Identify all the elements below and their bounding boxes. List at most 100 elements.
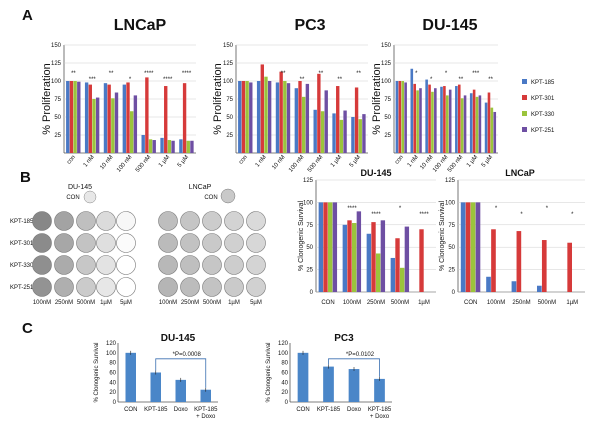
colony-plate [116, 277, 136, 297]
bar-KPT-251 [190, 140, 194, 153]
bar-KPT-301 [491, 229, 496, 292]
y-axis-label: % Clonogenic Survival [266, 342, 272, 402]
bar-KPT-330 [339, 119, 344, 153]
y-axis-label: % Clonogenic Survival [298, 201, 305, 271]
bar-KPT-330 [320, 111, 325, 153]
plate-col-label: 100nM [33, 300, 51, 306]
bar-KPT-185 [469, 93, 473, 153]
bar-KPT-301 [164, 86, 168, 153]
bar-KPT-185 [256, 81, 261, 153]
x-tick-label: 5 µM [177, 154, 190, 168]
y-tick-label: 50 [384, 115, 391, 121]
significance-mark: **** [419, 212, 429, 218]
bar-KPT-330 [130, 111, 134, 153]
plate-col-label: 250nM [181, 300, 199, 306]
colony-plate [32, 277, 52, 297]
legend-swatch [522, 127, 527, 132]
chart-title: LNCaP [505, 168, 535, 178]
plate-row-label: KPT-301 [10, 241, 34, 247]
y-axis-label: % Proliferation [41, 63, 53, 135]
significance-mark: **** [144, 71, 154, 77]
significance-mark: * [520, 212, 523, 218]
bar-KPT-301 [347, 220, 352, 292]
bar-KPT-251 [356, 211, 362, 292]
significance-mark: * [399, 206, 402, 212]
plate-col-label: 1µM [100, 300, 112, 306]
bar [125, 352, 136, 402]
bar-KPT-301 [443, 86, 446, 153]
significance-mark: **** [347, 206, 357, 212]
colony-plate [180, 233, 200, 253]
bar-KPT-251 [171, 140, 175, 153]
y-tick-label: 75 [384, 97, 391, 103]
x-tick-label: 500 nM [135, 154, 152, 173]
x-tick-label: 500nM [538, 300, 556, 306]
colony-plate [180, 211, 200, 231]
bar-KPT-330 [460, 98, 464, 153]
y-axis-label: % Proliferation [371, 63, 383, 135]
significance-mark: **** [371, 212, 381, 218]
significance-bracket [155, 358, 207, 388]
y-tick-label: 120 [278, 341, 289, 347]
colony-plate [96, 277, 116, 297]
bar-KPT-301 [126, 82, 130, 153]
bar-KPT-301 [279, 71, 283, 153]
colony-plate [202, 277, 222, 297]
x-tick-label: CON [296, 407, 309, 413]
colony-plate [202, 233, 222, 253]
y-tick-label: 60 [109, 371, 116, 377]
colony-plate [116, 211, 136, 231]
x-tick-label: KPT-185 [368, 407, 392, 413]
bar-KPT-185 [275, 82, 280, 153]
x-tick-label: 1 µM [330, 154, 343, 168]
colony-plate [76, 255, 96, 275]
x-tick-label: 10 nM [271, 154, 286, 171]
con-label: CON [66, 195, 79, 201]
bar-KPT-301 [428, 84, 431, 153]
bar [323, 366, 334, 402]
x-tick-label: KPT-185 [317, 407, 341, 413]
bar-KPT-251 [362, 114, 366, 153]
y-tick-label: 0 [310, 290, 314, 296]
bar-KPT-251 [324, 90, 328, 153]
colony-plate [96, 211, 116, 231]
chart-title: DU-145 [360, 168, 391, 178]
x-tick-label: 5 µM [349, 154, 362, 168]
significance-mark: **** [163, 77, 173, 83]
bar-KPT-301 [487, 92, 491, 153]
y-tick-label: 125 [223, 61, 234, 67]
bar-KPT-330 [245, 81, 249, 153]
significance-mark: *** [89, 77, 97, 83]
colony-plate [76, 233, 96, 253]
y-tick-label: 75 [448, 223, 455, 229]
bar-KPT-251 [419, 88, 422, 153]
bar-KPT-185 [425, 79, 428, 153]
chart-4: 0 25 50 75 100 125 LNCaP % Clonogenic Survival C… [439, 168, 585, 306]
significance-mark: ** [337, 77, 342, 83]
x-tick-label: + Doxo [370, 414, 390, 420]
colony-plate [224, 233, 244, 253]
bar-KPT-251 [286, 83, 291, 153]
bar-KPT-301 [323, 202, 328, 292]
bar-KPT-330 [167, 140, 172, 153]
y-tick-label: 120 [106, 341, 117, 347]
bar-KPT-330 [431, 91, 434, 153]
control-plate [83, 190, 97, 204]
significance-mark: * [430, 77, 433, 83]
colony-plate [76, 211, 96, 231]
y-tick-label: 25 [306, 268, 313, 274]
significance-mark: *** [472, 71, 480, 77]
bar-KPT-185 [103, 83, 108, 153]
chart-title: PC3 [294, 17, 325, 34]
significance-bracket [328, 358, 380, 377]
x-tick-label: 1 µM [158, 154, 171, 168]
panel-label-b: B [20, 169, 31, 186]
y-tick-label: 25 [384, 133, 391, 139]
colony-plate [116, 233, 136, 253]
bar-KPT-301 [465, 202, 471, 292]
bar-KPT-330 [73, 81, 77, 153]
bar-KPT-301 [260, 64, 264, 153]
plate-col-label: 100nM [159, 300, 177, 306]
colony-plate [158, 211, 178, 231]
